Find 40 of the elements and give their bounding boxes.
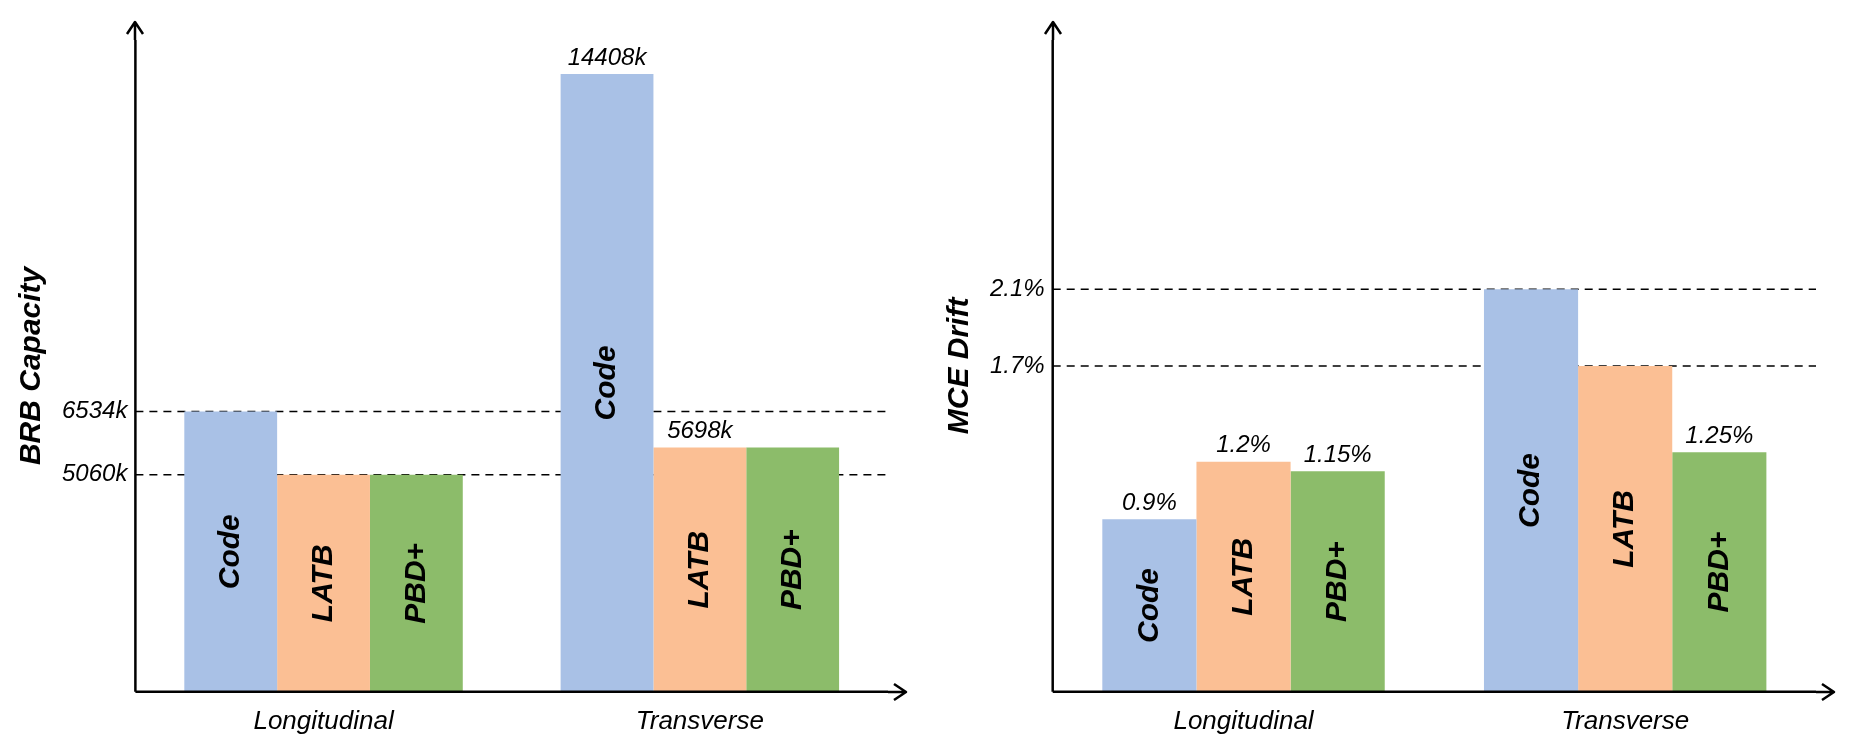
text: LATB [1606,489,1640,568]
y-tick-label: 6534k [62,396,130,424]
series-label: PBD+ [1700,531,1734,613]
bar [746,447,840,692]
y-axis-title: MCE Drift [941,295,975,435]
bar [1196,461,1291,692]
bar [369,474,463,692]
data-label: 1.15% [1303,440,1372,468]
x-tick-label: Longitudinal [253,704,395,735]
text: Code [1130,568,1164,644]
bar [277,474,370,692]
text: PBD+ [1318,541,1352,622]
series-label: Code [588,345,622,421]
bar [184,411,278,692]
y-tick-label: 1.7% [990,350,1045,378]
series-label: LATB [1224,537,1258,616]
bar [653,447,747,692]
text: LATB [304,544,338,623]
bar [560,73,654,692]
text: PBD+ [773,529,807,611]
bar [1483,289,1579,692]
bar [1672,452,1767,692]
data-label: 5698k [667,416,735,444]
bar [1578,365,1673,692]
series-label: Code [1512,453,1546,529]
y-axis-title: BRB Capacity [13,265,47,466]
y-tick-label: 2.1% [989,273,1045,301]
series-label: PBD+ [397,542,431,624]
bar [1102,519,1197,692]
data-label: 14408k [567,42,649,70]
data-label: 0.9% [1122,487,1177,515]
text: Code [211,514,245,590]
data-label: 1.25% [1685,420,1754,448]
series-label: LATB [681,530,715,609]
bar [1290,471,1385,692]
x-tick-label: Transverse [1561,704,1690,735]
x-tick-label: Transverse [635,704,764,735]
data-label: 1.2% [1216,430,1271,458]
x-tick-label: Longitudinal [1173,704,1315,735]
y-tick-label: 5060k [62,459,130,487]
